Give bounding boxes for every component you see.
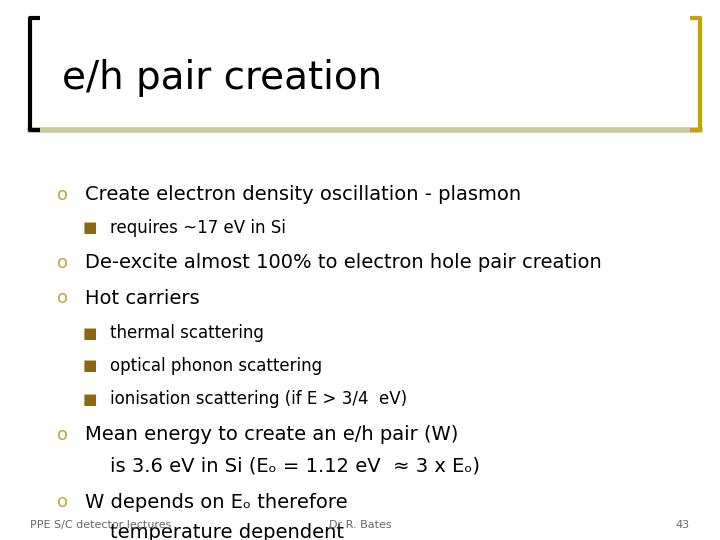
Text: Hot carriers: Hot carriers xyxy=(85,288,199,307)
Text: thermal scattering: thermal scattering xyxy=(110,324,264,342)
Text: o: o xyxy=(56,426,68,444)
Text: is 3.6 eV in Si (Eₒ = 1.12 eV  ≈ 3 x Eₒ): is 3.6 eV in Si (Eₒ = 1.12 eV ≈ 3 x Eₒ) xyxy=(85,456,480,476)
Text: o: o xyxy=(56,254,68,272)
Text: o: o xyxy=(56,493,68,511)
Text: e/h pair creation: e/h pair creation xyxy=(62,59,382,97)
Text: requires ~17 eV in Si: requires ~17 eV in Si xyxy=(110,219,286,237)
Text: ■: ■ xyxy=(83,326,97,341)
Text: o: o xyxy=(56,186,68,204)
Text: PPE S/C detector lectures: PPE S/C detector lectures xyxy=(30,520,171,530)
Text: temperature dependent: temperature dependent xyxy=(85,523,344,540)
Text: optical phonon scattering: optical phonon scattering xyxy=(110,357,322,375)
Text: Dr R. Bates: Dr R. Bates xyxy=(329,520,391,530)
Text: W depends on Eₒ therefore: W depends on Eₒ therefore xyxy=(85,492,348,511)
Text: ■: ■ xyxy=(83,359,97,374)
Text: De-excite almost 100% to electron hole pair creation: De-excite almost 100% to electron hole p… xyxy=(85,253,602,273)
Text: o: o xyxy=(56,289,68,307)
Text: 43: 43 xyxy=(676,520,690,530)
Text: ionisation scattering (if E > 3/4  eV): ionisation scattering (if E > 3/4 eV) xyxy=(110,390,407,408)
Text: ■: ■ xyxy=(83,220,97,235)
Text: Mean energy to create an e/h pair (W): Mean energy to create an e/h pair (W) xyxy=(85,426,459,444)
Text: Create electron density oscillation - plasmon: Create electron density oscillation - pl… xyxy=(85,186,521,205)
Text: ■: ■ xyxy=(83,392,97,407)
